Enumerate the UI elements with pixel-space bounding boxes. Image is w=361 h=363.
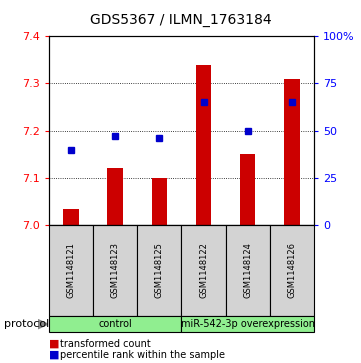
Bar	[49, 316, 181, 332]
Bar	[181, 225, 226, 316]
Bar	[63, 208, 79, 225]
Bar	[49, 225, 93, 316]
Bar	[152, 178, 167, 225]
Text: transformed count: transformed count	[60, 339, 150, 349]
Text: GSM1148126: GSM1148126	[287, 242, 296, 298]
Text: GSM1148125: GSM1148125	[155, 242, 164, 298]
Bar	[240, 154, 256, 225]
Bar	[93, 225, 137, 316]
Text: control: control	[98, 319, 132, 329]
Polygon shape	[38, 319, 48, 329]
Text: miR-542-3p overexpression: miR-542-3p overexpression	[181, 319, 315, 329]
Text: protocol: protocol	[4, 319, 49, 329]
Text: ■: ■	[49, 339, 59, 349]
Bar	[226, 225, 270, 316]
Bar	[137, 225, 182, 316]
Bar	[181, 316, 314, 332]
Bar	[284, 79, 300, 225]
Bar	[196, 65, 211, 225]
Text: GDS5367 / ILMN_1763184: GDS5367 / ILMN_1763184	[90, 13, 271, 27]
Text: GSM1148121: GSM1148121	[66, 242, 75, 298]
Bar	[107, 168, 123, 225]
Text: ■: ■	[49, 350, 59, 360]
Text: GSM1148124: GSM1148124	[243, 242, 252, 298]
Text: percentile rank within the sample: percentile rank within the sample	[60, 350, 225, 360]
Bar	[270, 225, 314, 316]
Text: GSM1148122: GSM1148122	[199, 242, 208, 298]
Text: GSM1148123: GSM1148123	[110, 242, 119, 298]
